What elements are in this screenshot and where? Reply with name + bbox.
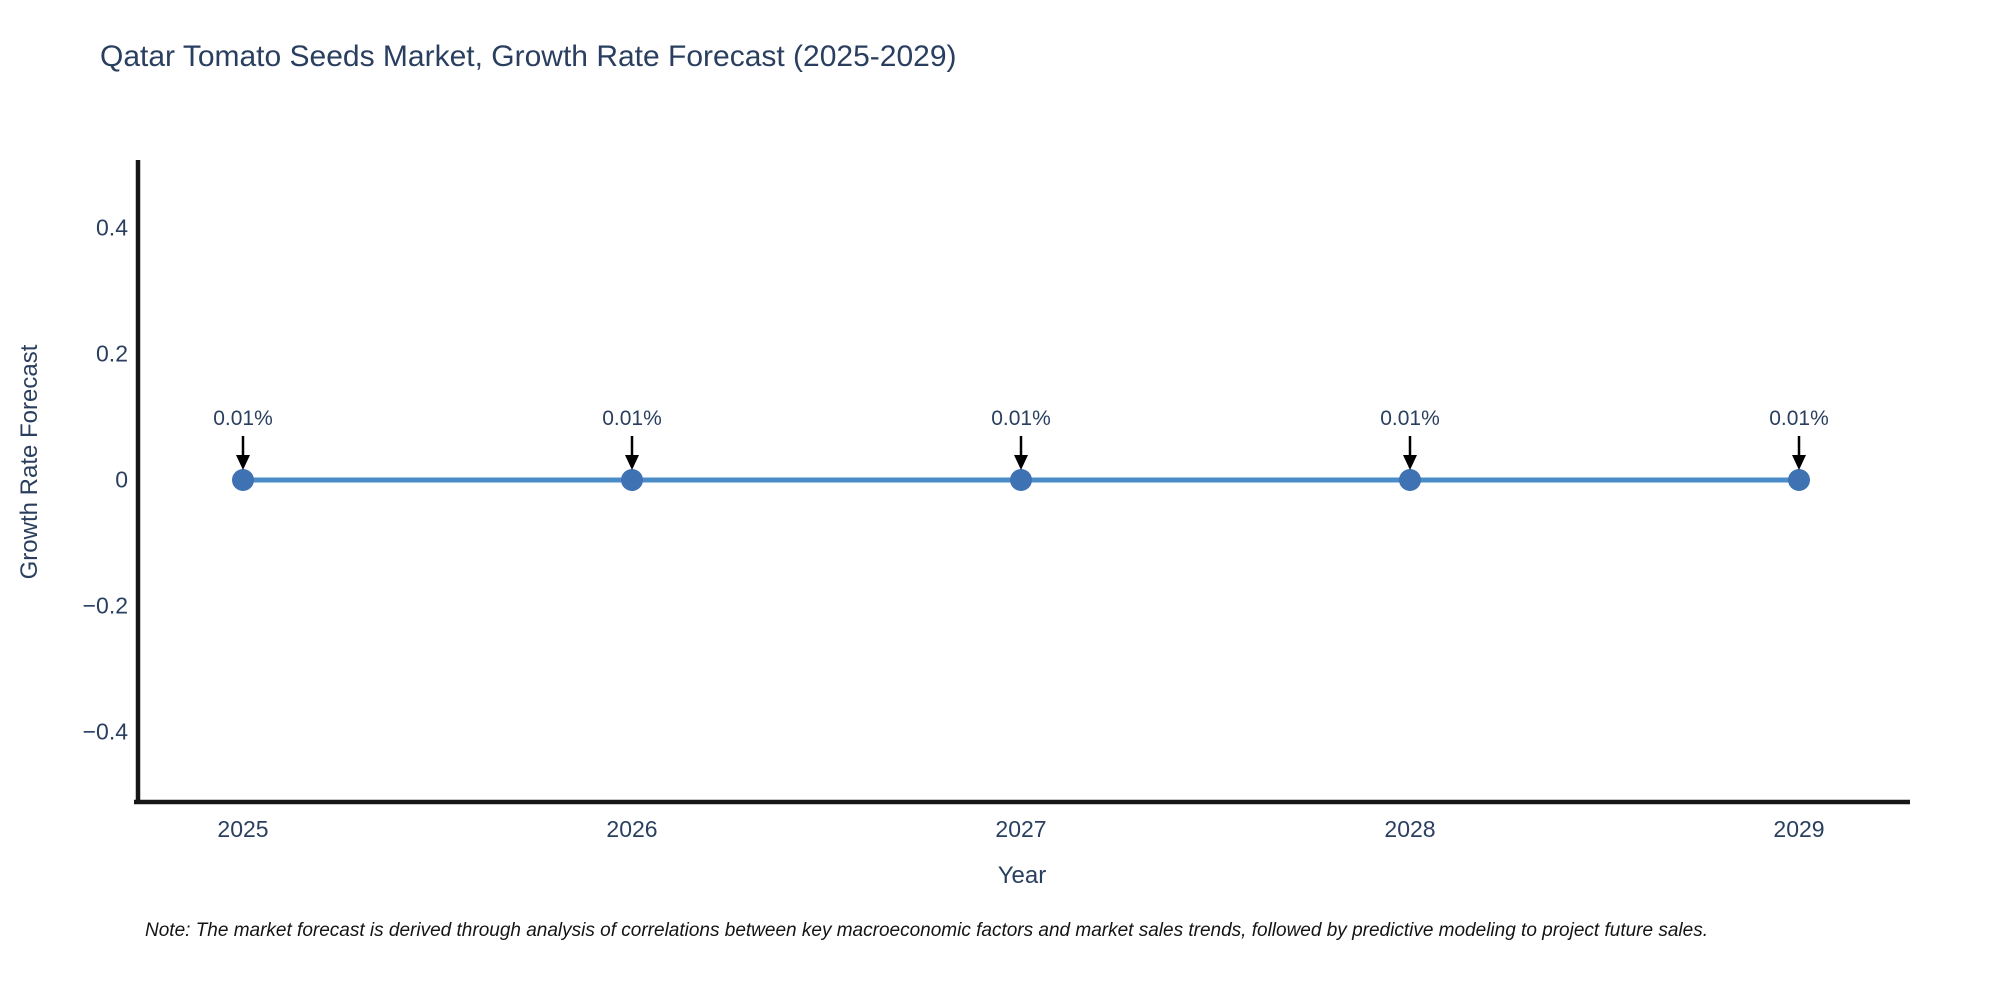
footnote: Note: The market forecast is derived thr… bbox=[145, 920, 1708, 941]
annotation-arrow-2027 bbox=[1014, 436, 1028, 470]
x-tick-label-2025: 2025 bbox=[217, 816, 269, 842]
data-point-2027[interactable] bbox=[1010, 469, 1032, 491]
y-tick-label--0.4: −0.4 bbox=[82, 718, 128, 745]
data-point-2025[interactable] bbox=[232, 469, 254, 491]
y-tick-label-0.2: 0.2 bbox=[96, 340, 128, 367]
annotation-arrow-2026 bbox=[625, 436, 639, 470]
y-tick-label--0.2: −0.2 bbox=[82, 592, 128, 619]
x-tick-label-2026: 2026 bbox=[606, 816, 658, 842]
x-tick-label-2028: 2028 bbox=[1384, 816, 1436, 842]
annotation-arrow-2029 bbox=[1792, 436, 1806, 470]
data-point-2028[interactable] bbox=[1399, 469, 1421, 491]
y-axis-title: Growth Rate Forecast bbox=[16, 344, 43, 580]
point-label-2027: 0.01% bbox=[991, 407, 1051, 430]
point-label-2028: 0.01% bbox=[1380, 407, 1440, 430]
data-point-2029[interactable] bbox=[1788, 469, 1810, 491]
data-point-2026[interactable] bbox=[621, 469, 643, 491]
y-tick-label-0: 0 bbox=[115, 466, 128, 493]
x-tick-label-2027: 2027 bbox=[995, 816, 1047, 842]
x-tick-label-2029: 2029 bbox=[1773, 816, 1825, 842]
annotation-arrow-2025 bbox=[236, 436, 250, 470]
point-label-2029: 0.01% bbox=[1769, 407, 1829, 430]
point-label-2025: 0.01% bbox=[213, 407, 273, 430]
point-label-2026: 0.01% bbox=[602, 407, 662, 430]
y-tick-label-0.4: 0.4 bbox=[96, 214, 128, 241]
chart-title: Qatar Tomato Seeds Market, Growth Rate F… bbox=[100, 40, 957, 73]
annotation-arrow-2028 bbox=[1403, 436, 1417, 470]
x-axis-title: Year bbox=[997, 862, 1047, 889]
